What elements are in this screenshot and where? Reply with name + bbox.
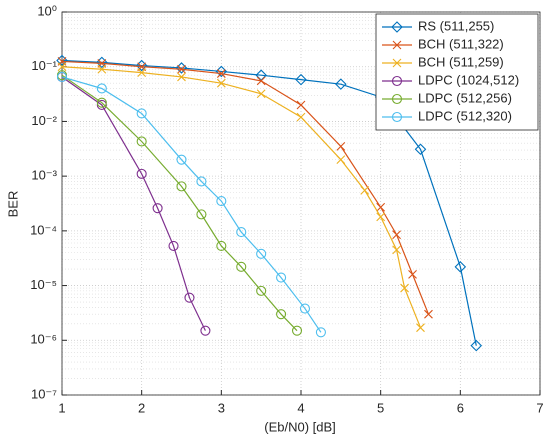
marker: [256, 76, 266, 86]
marker: [276, 272, 287, 283]
marker: [196, 176, 207, 187]
marker: [391, 93, 403, 105]
marker: [276, 309, 287, 320]
legend-box: [375, 13, 539, 131]
marker: [136, 168, 147, 179]
marker: [57, 62, 67, 72]
marker: [136, 108, 147, 119]
y-tick-label: 10⁻⁷: [31, 386, 57, 401]
legend-label: BCH (511,259): [418, 54, 504, 69]
marker: [137, 68, 147, 78]
marker: [97, 64, 107, 74]
marker: [256, 248, 267, 259]
marker: [392, 58, 402, 68]
marker: [376, 212, 386, 222]
marker: [184, 292, 195, 303]
marker: [392, 245, 401, 255]
marker: [296, 112, 306, 122]
marker: [414, 143, 427, 156]
marker: [176, 154, 187, 165]
marker: [216, 78, 226, 88]
marker: [177, 72, 186, 82]
marker: [424, 309, 433, 319]
y-tick-label: 10⁻¹: [31, 58, 57, 73]
marker: [296, 100, 306, 110]
legend-label: LDPC (512,256): [418, 90, 512, 105]
marker: [216, 196, 227, 207]
marker: [216, 69, 226, 78]
marker: [336, 141, 346, 151]
marker: [96, 83, 107, 94]
legend-label: BCH (511,322): [418, 36, 504, 51]
marker: [256, 89, 266, 99]
marker: [295, 73, 307, 86]
marker: [168, 240, 179, 251]
y-tick-label: 10⁻⁴: [30, 222, 57, 237]
legend-label: LDPC (512,320): [418, 108, 512, 123]
marker: [470, 339, 483, 352]
x-tick-label: 4: [297, 400, 304, 415]
marker: [416, 323, 425, 333]
legend-label: RS (511,255): [418, 18, 494, 33]
x-tick-label: 6: [457, 400, 464, 415]
x-tick-label: 2: [138, 400, 145, 415]
marker: [391, 75, 403, 87]
series-line: [61, 76, 322, 333]
series-line: [61, 76, 206, 331]
x-tick-label: 1: [58, 400, 65, 415]
marker: [177, 64, 186, 74]
marker: [256, 285, 267, 296]
marker: [216, 240, 227, 251]
marker: [336, 155, 346, 165]
marker: [152, 203, 163, 214]
x-axis-label: (Eb/N0) [dB]: [264, 419, 336, 434]
y-axis-label: BER: [5, 191, 20, 218]
y-tick-label: 10⁻⁶: [30, 332, 57, 347]
marker: [200, 325, 211, 336]
marker: [315, 327, 326, 338]
marker: [291, 325, 303, 336]
marker: [136, 136, 147, 147]
marker: [391, 21, 403, 33]
marker: [335, 78, 347, 90]
y-tick-label: 10⁻²: [31, 113, 57, 128]
marker: [236, 227, 247, 238]
x-tick-label: 3: [218, 400, 225, 415]
series-line: [61, 59, 477, 346]
marker: [360, 185, 370, 195]
marker: [96, 97, 107, 108]
y-tick-label: 10⁰: [37, 3, 57, 18]
legend-label: LDPC (1024,512): [418, 72, 519, 87]
marker: [176, 181, 187, 192]
marker: [454, 261, 467, 273]
y-tick-label: 10⁻³: [31, 168, 57, 183]
series-line: [61, 74, 298, 332]
marker: [392, 230, 401, 240]
marker: [400, 283, 409, 293]
marker: [56, 71, 68, 83]
y-tick-label: 10⁻⁵: [30, 277, 57, 292]
marker: [376, 202, 386, 212]
marker: [391, 111, 403, 123]
marker: [392, 40, 402, 50]
x-tick-label: 5: [377, 400, 384, 415]
plot-frame: [61, 11, 541, 396]
marker: [408, 270, 417, 279]
x-tick-label: 7: [536, 400, 543, 415]
marker: [236, 261, 247, 272]
marker: [299, 303, 311, 314]
marker: [196, 209, 207, 220]
series-line: [61, 60, 430, 315]
